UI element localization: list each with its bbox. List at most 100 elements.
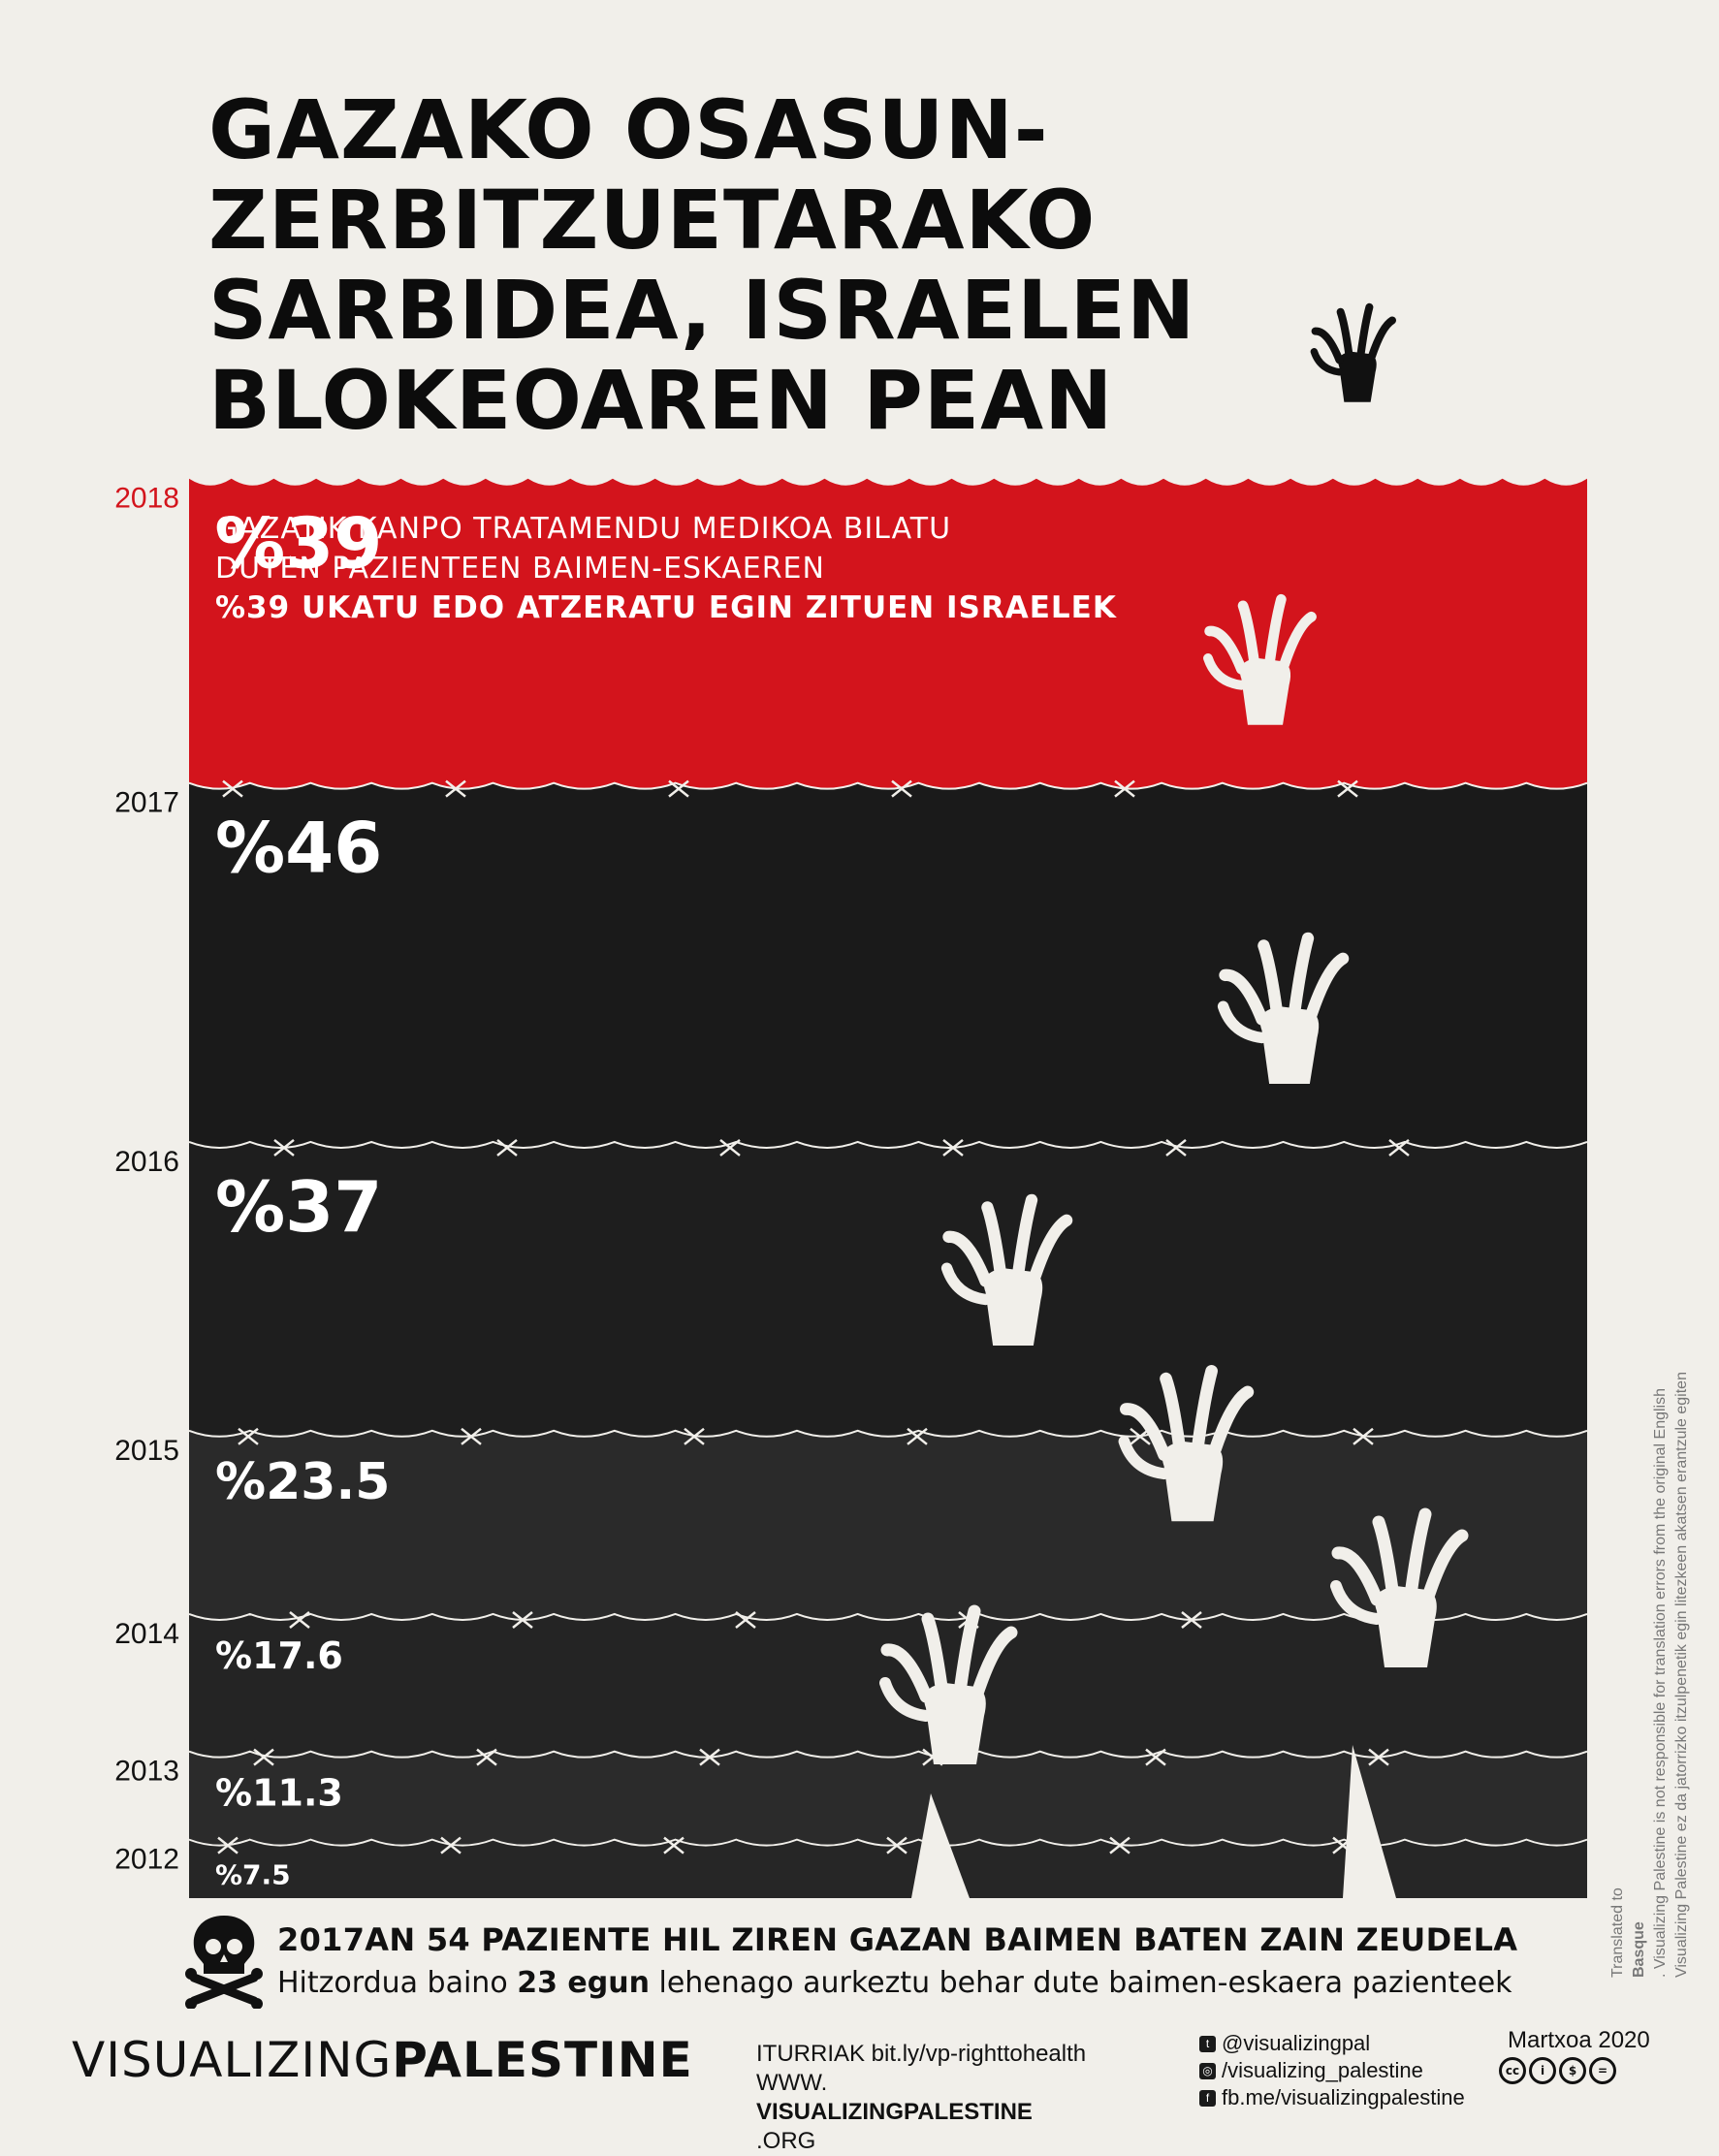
value-label: %39 — [215, 503, 382, 585]
barbed-wire-icon — [188, 1612, 1588, 1621]
barb — [719, 1138, 741, 1157]
disclaimer-post: . Visualizing Palestine is not responsib… — [1652, 1387, 1669, 1978]
barb — [222, 779, 243, 798]
nc-icon: $ — [1559, 2057, 1586, 2084]
publish-date: Martxoa 2020 — [1508, 2027, 1650, 2053]
arm — [1343, 1745, 1396, 1898]
barb — [496, 1138, 518, 1157]
lead-line: GAZATIK KANPO TRATAMENDU MEDIKOA BILATU — [215, 512, 952, 546]
year-label: 2016 — [114, 1146, 179, 1178]
hand-icon — [1310, 302, 1396, 402]
hands-layer — [1310, 302, 1396, 402]
facebook-link[interactable]: f fb.me/visualizingpalestine — [1199, 2084, 1465, 2111]
facebook-icon: f — [1199, 2089, 1216, 2107]
days-fact-text: lehenago aurkeztu behar dute baimen-eska… — [649, 1966, 1512, 2000]
barb — [512, 1611, 533, 1629]
hand-icon — [1217, 932, 1350, 1084]
instagram-link[interactable]: ◎ /visualizing_palestine — [1199, 2057, 1465, 2084]
barb — [907, 1427, 928, 1445]
barb — [253, 1748, 274, 1766]
skull-crossbones-icon — [185, 1916, 263, 2009]
facebook-handle: fb.me/visualizingpalestine — [1222, 2085, 1465, 2109]
barb — [461, 1427, 482, 1445]
hands-layer-front — [879, 593, 1469, 1898]
value-label: %11.3 — [215, 1772, 343, 1815]
barb — [440, 1836, 462, 1855]
value-label: %17.6 — [215, 1634, 343, 1677]
value-label: %7.5 — [215, 1859, 291, 1891]
twitter-icon: t — [1199, 2035, 1216, 2052]
hand-icon — [1118, 1364, 1255, 1522]
by-icon: i — [1529, 2057, 1556, 2084]
value-label: %37 — [215, 1166, 382, 1248]
title-line: ZERBITZUETARAKO — [208, 173, 1097, 268]
barb — [891, 779, 912, 798]
barbed-wire-icon — [188, 1429, 1588, 1438]
hand-icon — [1203, 593, 1317, 725]
barb — [1145, 1748, 1166, 1766]
site-link[interactable]: WWW. VISUALIZINGPALESTINE .ORG — [756, 2069, 1086, 2156]
value-label: %23.5 — [215, 1453, 390, 1511]
lead-line: DUTEN PAZIENTEEN BAIMEN-ESKAEREN — [215, 552, 825, 586]
barb — [668, 779, 689, 798]
barbed-wire-icon — [188, 1750, 1588, 1759]
days-fact: Hitzordua baino 23 egun lehenago aurkezt… — [277, 1966, 1512, 2000]
year-label: 2018 — [114, 483, 179, 515]
year-label: 2014 — [114, 1618, 179, 1650]
disclaimer-pre: Translated to — [1609, 1887, 1626, 1978]
barb — [1388, 1138, 1410, 1157]
barb — [1165, 1138, 1187, 1157]
barb — [1114, 779, 1135, 798]
bands-layer — [188, 478, 1588, 1899]
year-band-2012 — [189, 1839, 1587, 1898]
year-label: 2013 — [114, 1756, 179, 1788]
creative-commons-icon: cc i $ = — [1499, 2057, 1616, 2084]
brand-light: VISUALIZING — [72, 2032, 393, 2088]
lead-text: GAZATIK KANPO TRATAMENDU MEDIKOA BILATU … — [215, 509, 1185, 628]
site-bold: VISUALIZINGPALESTINE — [756, 2099, 1033, 2125]
barb — [273, 1138, 295, 1157]
barb — [445, 779, 466, 798]
barbed-wire-icon — [188, 781, 1588, 790]
year-label: 2017 — [114, 787, 179, 819]
barb — [735, 1611, 756, 1629]
page-title: GAZAKO OSASUN- ZERBITZUETARAKO SARBIDEA,… — [208, 85, 1275, 446]
days-fact-text: Hitzordua baino — [277, 1966, 518, 2000]
brand-bold: PALESTINE — [392, 2032, 693, 2088]
site-pre: WWW. — [756, 2070, 828, 2096]
barb — [684, 1427, 705, 1445]
barb — [886, 1836, 907, 1855]
cc-icon: cc — [1499, 2057, 1526, 2084]
site-post: .ORG — [756, 2128, 816, 2154]
instagram-icon: ◎ — [1199, 2062, 1216, 2079]
barb — [1109, 1836, 1130, 1855]
nd-icon: = — [1589, 2057, 1616, 2084]
barb — [1337, 779, 1358, 798]
barb — [289, 1611, 310, 1629]
deaths-fact: 2017AN 54 PAZIENTE HIL ZIREN GAZAN BAIME… — [277, 1921, 1518, 1958]
title-line: BLOKEOAREN PEAN — [208, 353, 1114, 448]
hand-icon — [940, 1193, 1073, 1346]
instagram-handle: /visualizing_palestine — [1222, 2058, 1423, 2082]
lead-line-bold: %39 UKATU EDO ATZERATU EGIN ZITUEN ISRAE… — [215, 590, 1117, 625]
barb — [699, 1748, 720, 1766]
twitter-handle: @visualizingpal — [1222, 2031, 1371, 2055]
barb — [1368, 1748, 1389, 1766]
hand-icon — [1330, 1507, 1469, 1667]
disclaimer-line: Translated to Basque . Visualizing Palest… — [1608, 1372, 1671, 1978]
hand-icon — [879, 1604, 1018, 1764]
barb — [1181, 1611, 1202, 1629]
barb — [663, 1836, 684, 1855]
translation-disclaimer: Translated to Basque . Visualizing Palest… — [1608, 1372, 1693, 1978]
barb — [1353, 1427, 1374, 1445]
sources-link[interactable]: ITURRIAK bit.ly/vp-righttohealth — [756, 2041, 1087, 2067]
title-line: SARBIDEA, ISRAELEN — [208, 263, 1196, 358]
title-line: GAZAKO OSASUN- — [208, 82, 1049, 177]
brand-logo: VISUALIZINGPALESTINE — [72, 2032, 693, 2088]
barb — [476, 1748, 497, 1766]
barb — [942, 1138, 964, 1157]
barb — [238, 1427, 259, 1445]
twitter-link[interactable]: t @visualizingpal — [1199, 2030, 1465, 2057]
arm — [911, 1793, 970, 1898]
barbed-wire-icon — [188, 1140, 1588, 1149]
